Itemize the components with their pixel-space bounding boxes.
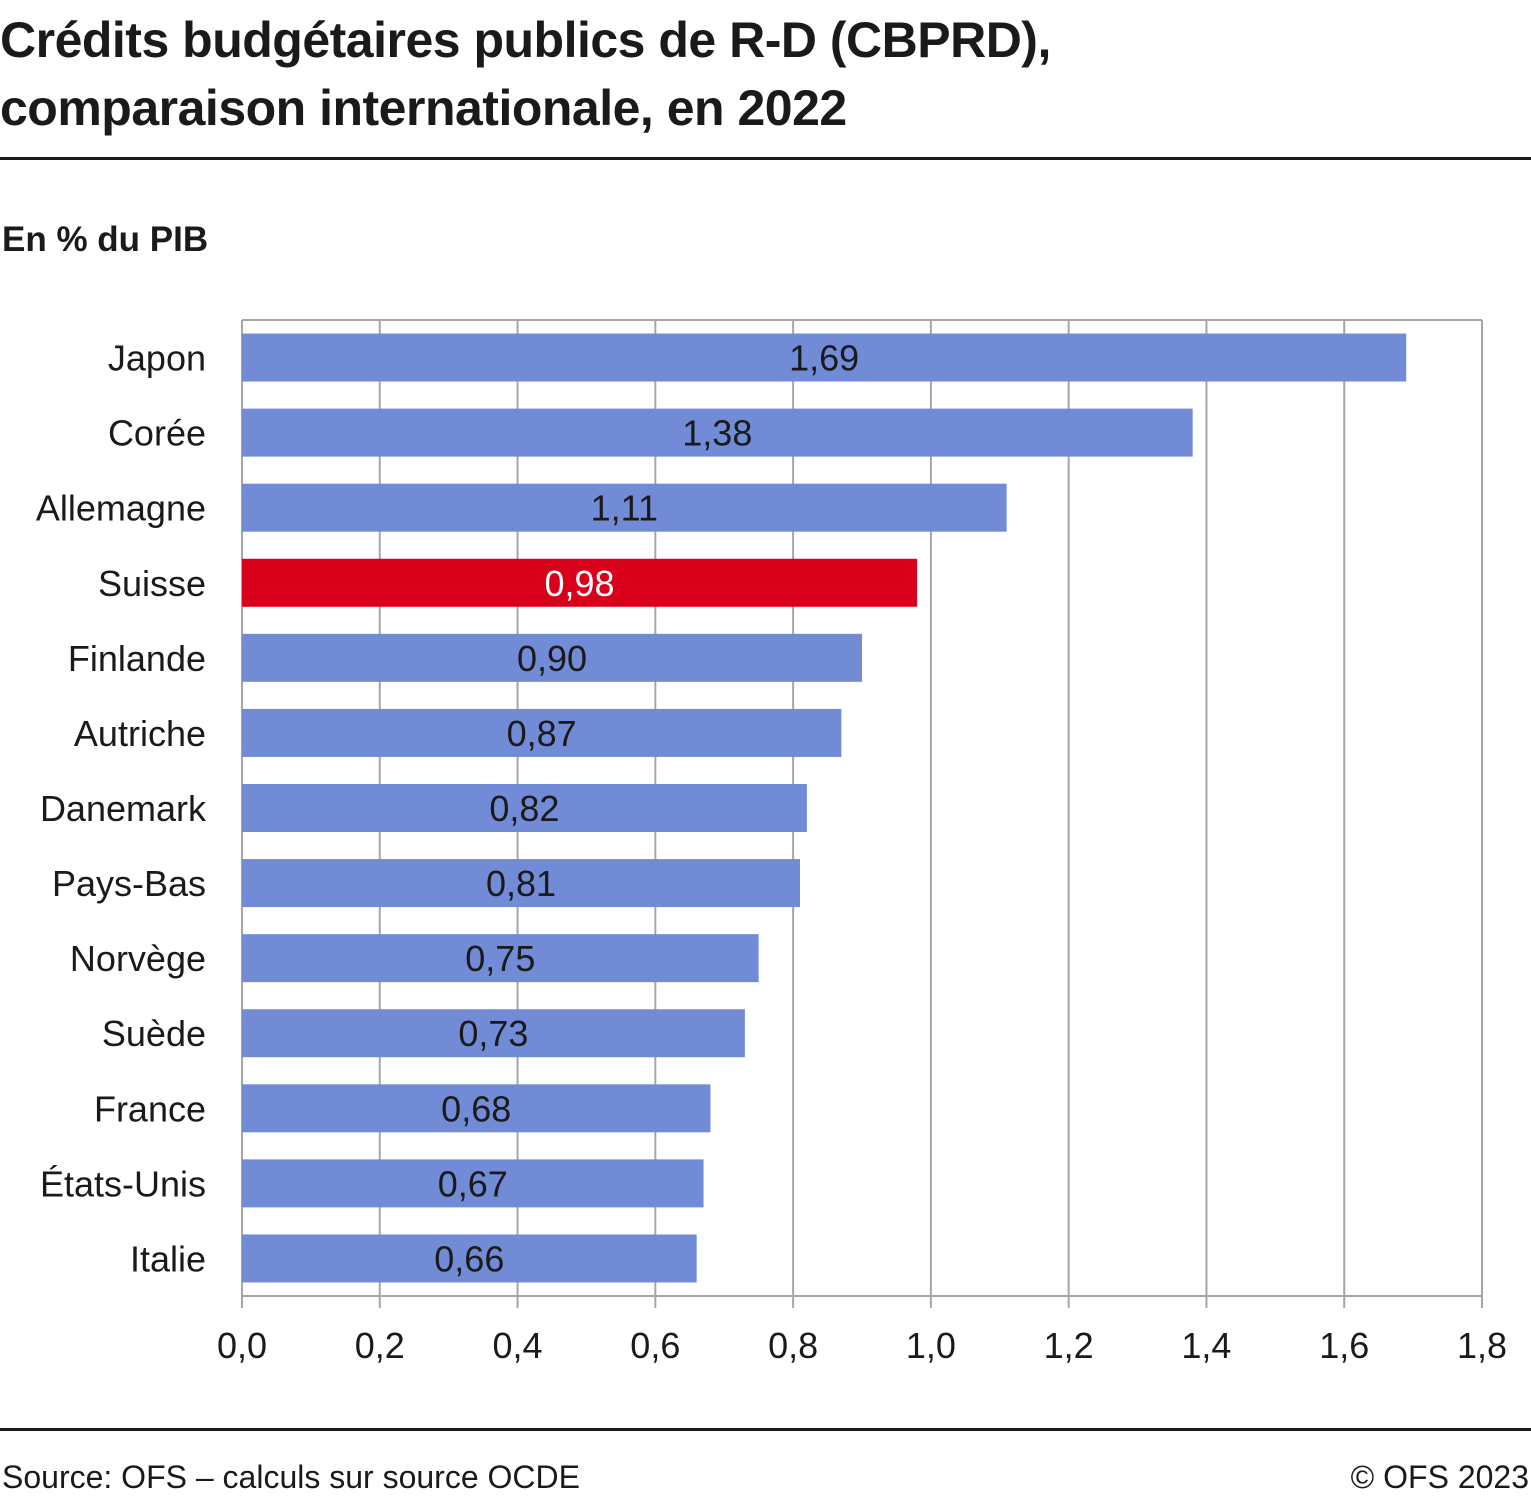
bar-états-unis [242,1159,704,1208]
x-tick-label: 0,0 [217,1325,267,1366]
category-label: Japon [108,338,206,379]
bar-danemark [242,784,807,832]
bar-corée [242,408,1193,457]
copyright-note: © OFS 2023 [1350,1459,1529,1495]
category-label: Autriche [74,713,206,754]
bar-value-label: 0,90 [517,638,587,679]
category-label: France [94,1088,206,1129]
bar-value-label: 0,67 [438,1163,508,1204]
bar-value-label: 0,68 [441,1088,511,1129]
title-divider [0,157,1531,160]
bar-value-label: 0,98 [545,563,615,604]
bar-chart: 1,69 Japon 1,38 Corée 1,11 Allemagne 0,98 Suiss… [36,319,1507,1366]
bar-value-label: 0,87 [507,713,577,754]
bar-finlande [242,633,862,682]
x-tick-label: 0,8 [768,1325,818,1366]
source-note: Source: OFS – calculs sur source OCDE [2,1459,580,1495]
category-label: Allemagne [36,488,206,529]
category-label: Norvège [70,938,206,979]
chart-title-line-1: Crédits budgétaires publics de R-D (CBPR… [0,12,1051,68]
bar-value-label: 0,75 [465,938,535,979]
x-tick-label: 1,6 [1319,1325,1369,1366]
bar-value-label: 0,82 [489,788,559,829]
chart-title-line-2: comparaison internationale, en 2022 [0,80,847,136]
x-tick-label: 1,4 [1181,1325,1231,1366]
category-label: Finlande [68,638,206,679]
category-label: Suède [102,1013,206,1054]
bar-value-label: 0,81 [486,863,556,904]
bar-france [242,1084,711,1133]
bar-value-label: 1,38 [682,413,752,454]
x-tick-label: 0,4 [493,1325,543,1366]
bar-norvège [242,934,759,983]
bar-italie [242,1234,697,1283]
bar-suède [242,1009,745,1058]
category-label: Danemark [40,788,207,829]
footer-divider [0,1428,1531,1431]
bar-pays-bas [242,859,800,908]
x-tick-label: 1,0 [906,1325,956,1366]
x-tick-label: 1,2 [1044,1325,1094,1366]
category-label: Corée [108,413,206,454]
category-label: Suisse [98,563,206,604]
category-label: États-Unis [40,1163,206,1204]
x-tick-label: 0,6 [630,1325,680,1366]
x-tick-label: 0,2 [355,1325,405,1366]
x-tick-label: 1,8 [1457,1325,1507,1366]
bar-allemagne [242,483,1007,532]
bar-value-label: 0,66 [434,1238,504,1279]
bar-japon [242,333,1407,382]
bar-value-label: 0,73 [458,1013,528,1054]
category-label: Pays-Bas [52,863,206,904]
category-label: Italie [130,1238,206,1279]
bar-value-label: 1,69 [789,338,859,379]
chart-subtitle: En % du PIB [2,220,209,259]
bar-suisse [242,558,918,607]
chart-title: Crédits budgétaires publics de R-D (CBPR… [0,6,1520,142]
bar-autriche [242,708,842,757]
bar-value-label: 1,11 [591,488,658,529]
